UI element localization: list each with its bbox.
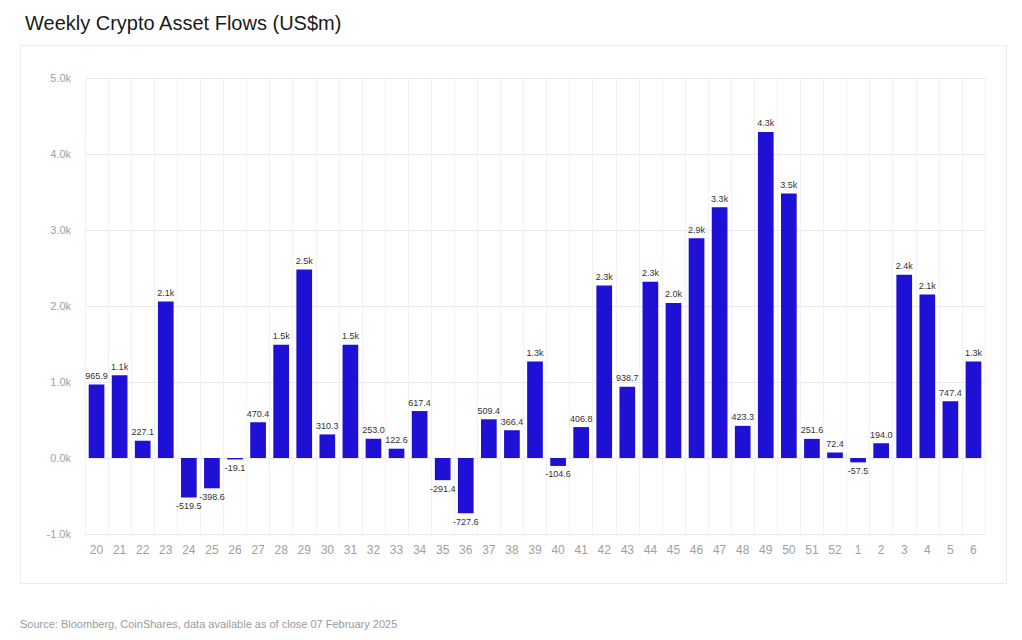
svg-text:366.4: 366.4	[501, 417, 524, 427]
svg-text:37: 37	[482, 543, 496, 557]
svg-text:1.5k: 1.5k	[273, 331, 291, 341]
svg-text:4: 4	[924, 543, 931, 557]
svg-text:46: 46	[690, 543, 704, 557]
svg-text:35: 35	[436, 543, 450, 557]
svg-text:2.4k: 2.4k	[896, 261, 914, 271]
svg-text:41: 41	[574, 543, 588, 557]
svg-text:30: 30	[321, 543, 335, 557]
svg-text:38: 38	[505, 543, 519, 557]
svg-text:938.7: 938.7	[616, 373, 639, 383]
svg-text:-57.5: -57.5	[848, 466, 869, 476]
svg-text:310.3: 310.3	[316, 421, 339, 431]
svg-text:3.3k: 3.3k	[711, 194, 729, 204]
svg-text:-104.6: -104.6	[545, 469, 571, 479]
svg-text:20: 20	[90, 543, 104, 557]
svg-text:36: 36	[459, 543, 473, 557]
svg-text:2.0k: 2.0k	[50, 300, 71, 312]
svg-text:2.5k: 2.5k	[296, 256, 314, 266]
svg-text:28: 28	[274, 543, 288, 557]
svg-text:2.0k: 2.0k	[665, 289, 683, 299]
svg-text:194.0: 194.0	[870, 430, 893, 440]
svg-text:72.4: 72.4	[826, 439, 844, 449]
svg-text:1: 1	[855, 543, 862, 557]
svg-text:-727.6: -727.6	[453, 517, 479, 527]
svg-text:509.4: 509.4	[478, 406, 501, 416]
svg-text:45: 45	[667, 543, 681, 557]
svg-text:747.4: 747.4	[939, 388, 962, 398]
svg-text:-291.4: -291.4	[430, 484, 456, 494]
svg-text:43: 43	[621, 543, 635, 557]
svg-text:122.6: 122.6	[385, 435, 408, 445]
svg-text:617.4: 617.4	[408, 398, 431, 408]
svg-text:3.0k: 3.0k	[50, 224, 71, 236]
svg-text:6: 6	[970, 543, 977, 557]
svg-text:49: 49	[759, 543, 773, 557]
svg-text:Source: Bloomberg, CoinShares,: Source: Bloomberg, CoinShares, data avai…	[20, 618, 397, 630]
svg-text:5.0k: 5.0k	[50, 72, 71, 84]
svg-text:470.4: 470.4	[247, 409, 270, 419]
svg-text:2.1k: 2.1k	[157, 288, 175, 298]
svg-text:27: 27	[251, 543, 265, 557]
svg-text:965.9: 965.9	[85, 371, 108, 381]
svg-text:1.3k: 1.3k	[526, 348, 544, 358]
svg-text:2.1k: 2.1k	[919, 281, 937, 291]
svg-text:0.0k: 0.0k	[50, 452, 71, 464]
svg-text:1.5k: 1.5k	[342, 331, 360, 341]
svg-text:47: 47	[713, 543, 727, 557]
svg-text:2.9k: 2.9k	[688, 225, 706, 235]
svg-text:253.0: 253.0	[362, 425, 385, 435]
svg-text:25: 25	[205, 543, 219, 557]
svg-text:32: 32	[367, 543, 381, 557]
svg-text:4.0k: 4.0k	[50, 148, 71, 160]
svg-text:406.8: 406.8	[570, 414, 593, 424]
svg-text:1.0k: 1.0k	[50, 376, 71, 388]
svg-text:1.1k: 1.1k	[111, 362, 129, 372]
svg-text:48: 48	[736, 543, 750, 557]
svg-text:3.5k: 3.5k	[780, 180, 798, 190]
svg-text:34: 34	[413, 543, 427, 557]
svg-text:5: 5	[947, 543, 954, 557]
svg-text:-519.5: -519.5	[176, 501, 202, 511]
svg-text:42: 42	[598, 543, 612, 557]
svg-text:24: 24	[182, 543, 196, 557]
svg-text:22: 22	[136, 543, 150, 557]
svg-text:227.1: 227.1	[131, 427, 154, 437]
svg-text:2.3k: 2.3k	[596, 272, 614, 282]
svg-text:2.3k: 2.3k	[642, 268, 660, 278]
svg-text:-19.1: -19.1	[225, 463, 246, 473]
svg-text:50: 50	[782, 543, 796, 557]
svg-text:26: 26	[228, 543, 242, 557]
svg-text:2: 2	[878, 543, 885, 557]
svg-text:3: 3	[901, 543, 908, 557]
svg-text:Weekly Crypto Asset Flows (US$: Weekly Crypto Asset Flows (US$m)	[25, 12, 341, 34]
svg-text:4.3k: 4.3k	[757, 118, 775, 128]
svg-text:1.3k: 1.3k	[965, 348, 983, 358]
svg-text:251.6: 251.6	[801, 425, 824, 435]
svg-text:51: 51	[805, 543, 819, 557]
svg-text:-1.0k: -1.0k	[47, 528, 72, 540]
svg-text:29: 29	[298, 543, 312, 557]
svg-text:44: 44	[644, 543, 658, 557]
svg-text:33: 33	[390, 543, 404, 557]
svg-text:21: 21	[113, 543, 127, 557]
svg-text:-398.6: -398.6	[199, 492, 225, 502]
svg-text:31: 31	[344, 543, 358, 557]
svg-text:40: 40	[551, 543, 565, 557]
svg-text:39: 39	[528, 543, 542, 557]
svg-text:52: 52	[828, 543, 842, 557]
svg-text:23: 23	[159, 543, 173, 557]
svg-text:423.3: 423.3	[731, 412, 754, 422]
